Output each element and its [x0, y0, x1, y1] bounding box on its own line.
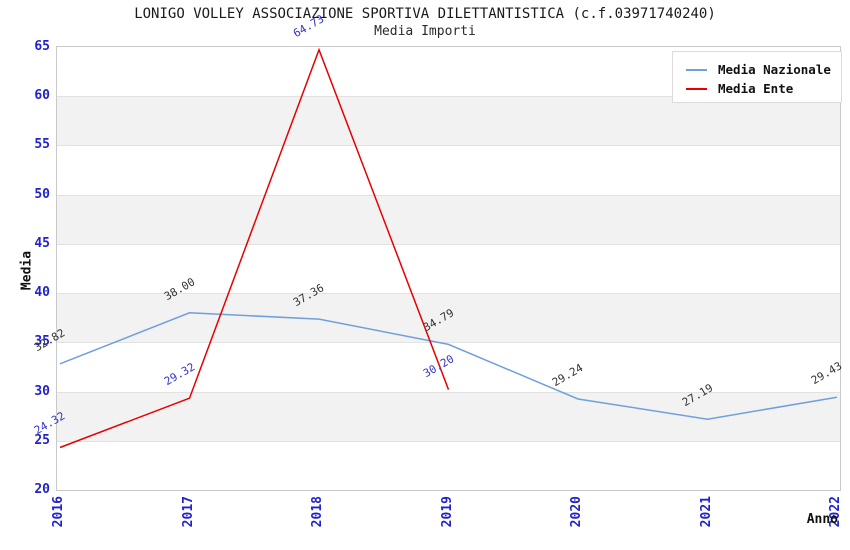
x-axis-label: Anno [806, 512, 838, 527]
y-tick-label: 50 [34, 186, 50, 202]
plot-band [57, 342, 840, 392]
gridline [57, 342, 840, 344]
plot-band [57, 96, 840, 146]
gridline [57, 194, 840, 196]
y-tick-label: 65 [34, 39, 50, 54]
legend-label: Media Ente [718, 81, 794, 96]
plot-band [57, 440, 840, 490]
legend-item-media-ente: Media Ente [686, 80, 841, 97]
y-tick-label: 30 [34, 383, 50, 399]
y-tick-label: 45 [34, 235, 50, 251]
legend-item-media-nazionale: Media Nazionale [686, 61, 841, 78]
gridline [57, 243, 840, 245]
y-tick-label: 20 [34, 482, 50, 497]
legend-label: Media Nazionale [718, 62, 831, 77]
legend-line-swatch-ente [686, 87, 707, 90]
legend-line-swatch-nazionale [686, 68, 707, 71]
y-tick-label: 25 [34, 432, 50, 448]
plot-band [57, 194, 840, 244]
x-tick-label: 2016 [51, 496, 66, 528]
y-tick-label: 55 [34, 137, 50, 153]
line-media-nazionale [59, 312, 838, 420]
gridline [57, 145, 840, 147]
plot-band [57, 293, 840, 343]
gridline [57, 293, 840, 295]
gridline [57, 391, 840, 393]
chart-subtitle: Media Importi [374, 24, 476, 39]
gridline [57, 96, 840, 98]
series-lines [59, 47, 838, 449]
x-tick-label: 2017 [180, 496, 196, 528]
y-tick-label: 40 [34, 285, 50, 301]
chart-title: LONIGO VOLLEY ASSOCIAZIONE SPORTIVA DILE… [134, 6, 716, 22]
x-tick-label: 2020 [569, 496, 584, 528]
line-media-ente [59, 47, 450, 449]
gridline [57, 440, 840, 442]
plot-band [57, 145, 840, 195]
legend: Media Nazionale Media Ente [672, 51, 842, 103]
x-tick-label: 2019 [439, 496, 455, 528]
x-tick-label: 2018 [310, 496, 325, 528]
y-tick-label: 60 [34, 88, 50, 104]
x-tick-label: 2021 [698, 496, 714, 528]
plot-area: 32.82 38.00 37.36 34.79 29.24 27.19 29.43 24.32… [32, 12, 844, 491]
plot-band [57, 243, 840, 294]
y-tick-label: 35 [34, 334, 50, 350]
